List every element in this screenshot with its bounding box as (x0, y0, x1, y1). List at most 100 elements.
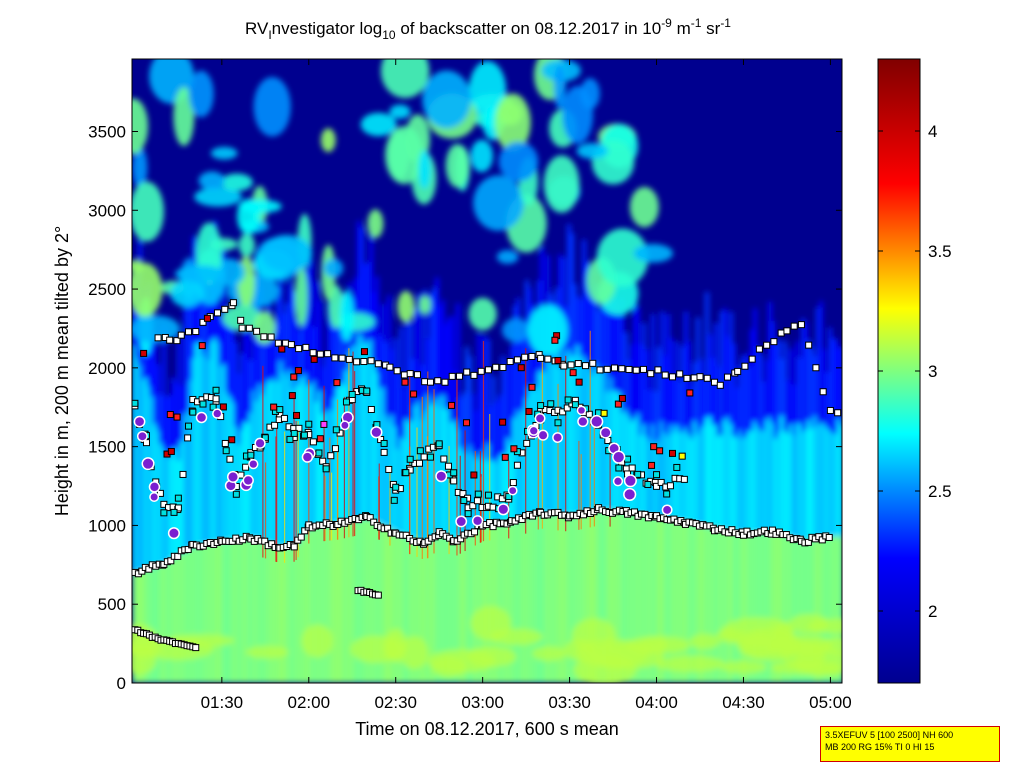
layer-marker (574, 360, 582, 368)
layer-marker (421, 378, 429, 386)
layer-marker (668, 373, 676, 381)
y-axis-label: Height in m, 200 m mean tilted by 2° (52, 226, 72, 516)
layer-marker (192, 328, 200, 336)
layer-marker (154, 334, 162, 342)
cloud-base-marker (528, 425, 539, 436)
layer-marker (673, 463, 681, 471)
y-axis: 0 500 1000 1500 2000 2500 3000 3500 (88, 122, 842, 693)
layer-marker (386, 363, 394, 371)
layer-marker (140, 349, 148, 357)
layer-marker (390, 496, 398, 504)
x-tick-label: 02:00 (288, 693, 331, 712)
layer-marker (582, 362, 590, 370)
cloud-base-marker (576, 405, 587, 416)
layer-marker (393, 367, 401, 375)
layer-marker (167, 447, 175, 455)
layer-marker (199, 318, 207, 326)
layer-marker (385, 465, 393, 473)
layer-marker (416, 447, 424, 455)
layer-marker (177, 331, 185, 339)
layer-marker (173, 413, 181, 421)
layer-marker (242, 463, 250, 471)
layer-marker (484, 366, 492, 374)
layer-marker (450, 477, 458, 485)
layer-marker (585, 410, 593, 418)
layer-marker (678, 452, 686, 460)
cloud-base-marker (212, 408, 223, 419)
layer-marker (444, 462, 452, 470)
layer-marker (460, 496, 468, 504)
layer-marker (812, 364, 820, 372)
layer-marker (755, 345, 763, 353)
info-line-2: MB 200 RG 15% TI 0 HI 15 (825, 742, 935, 752)
cloud-base-marker (136, 430, 148, 442)
layer-marker (222, 447, 230, 455)
layer-marker (274, 339, 282, 347)
layer-marker (367, 357, 375, 365)
layer-marker (656, 447, 664, 455)
layer-marker (415, 459, 423, 467)
layer-marker (345, 355, 353, 363)
layer-marker (290, 429, 298, 437)
layer-marker (703, 374, 711, 382)
layer-marker (783, 327, 791, 335)
cloud-base-marker (455, 515, 468, 528)
cloud-base-marker (534, 412, 546, 424)
layer-marker (203, 314, 211, 322)
layer-marker (614, 400, 622, 408)
layer-marker (647, 370, 655, 378)
colorbar-tick-label: 3.5 (928, 242, 952, 261)
layer-marker (564, 396, 572, 404)
layer-marker (441, 378, 449, 386)
x-tick-label: 01:30 (201, 693, 244, 712)
layer-marker (648, 461, 656, 469)
layer-marker (661, 371, 669, 379)
layer-marker (309, 349, 317, 357)
layer-marker (410, 390, 418, 398)
layer-marker (683, 374, 691, 382)
layer-marker (238, 324, 246, 332)
cloud-base-marker (507, 485, 518, 496)
layer-marker (331, 354, 339, 362)
layer-marker (632, 366, 640, 374)
layer-marker (309, 438, 317, 446)
x-axis-label: Time on 08.12.2017, 600 s mean (355, 719, 619, 739)
layer-marker (338, 354, 346, 362)
layer-marker (212, 395, 220, 403)
x-tick-label: 02:30 (374, 693, 417, 712)
layer-marker (282, 339, 290, 347)
cloud-base-marker (537, 429, 549, 441)
layer-marker (470, 371, 478, 379)
layer-marker (310, 355, 318, 363)
layer-marker (440, 455, 448, 463)
layer-marker (400, 371, 408, 379)
x-tick-label: 04:30 (722, 693, 765, 712)
layer-marker (686, 389, 694, 397)
layer-marker (474, 490, 482, 498)
layer-marker (477, 367, 485, 375)
chart-title: RVInvestigator log10 of backscatter on 0… (245, 16, 731, 42)
layer-marker (324, 350, 332, 358)
layer-marker (819, 388, 827, 396)
layer-marker (797, 321, 805, 329)
layer-marker (554, 356, 562, 364)
layer-marker (471, 528, 479, 536)
layer-marker (300, 431, 308, 439)
layer-marker (509, 479, 517, 487)
layer-marker (290, 543, 298, 551)
layer-marker (276, 406, 284, 414)
y-tick-label: 2500 (88, 280, 126, 299)
layer-marker (473, 497, 481, 505)
layer-marker (653, 471, 661, 479)
layer-marker (192, 644, 200, 652)
layer-marker (270, 403, 278, 411)
layer-marker (267, 333, 275, 341)
layer-marker (367, 405, 375, 413)
layer-marker (253, 327, 261, 335)
layer-marker (805, 341, 813, 349)
layer-marker (825, 533, 833, 541)
cloud-base-marker (370, 426, 383, 439)
layer-marker (603, 365, 611, 373)
layer-marker (280, 414, 288, 422)
layer-marker (392, 483, 400, 491)
